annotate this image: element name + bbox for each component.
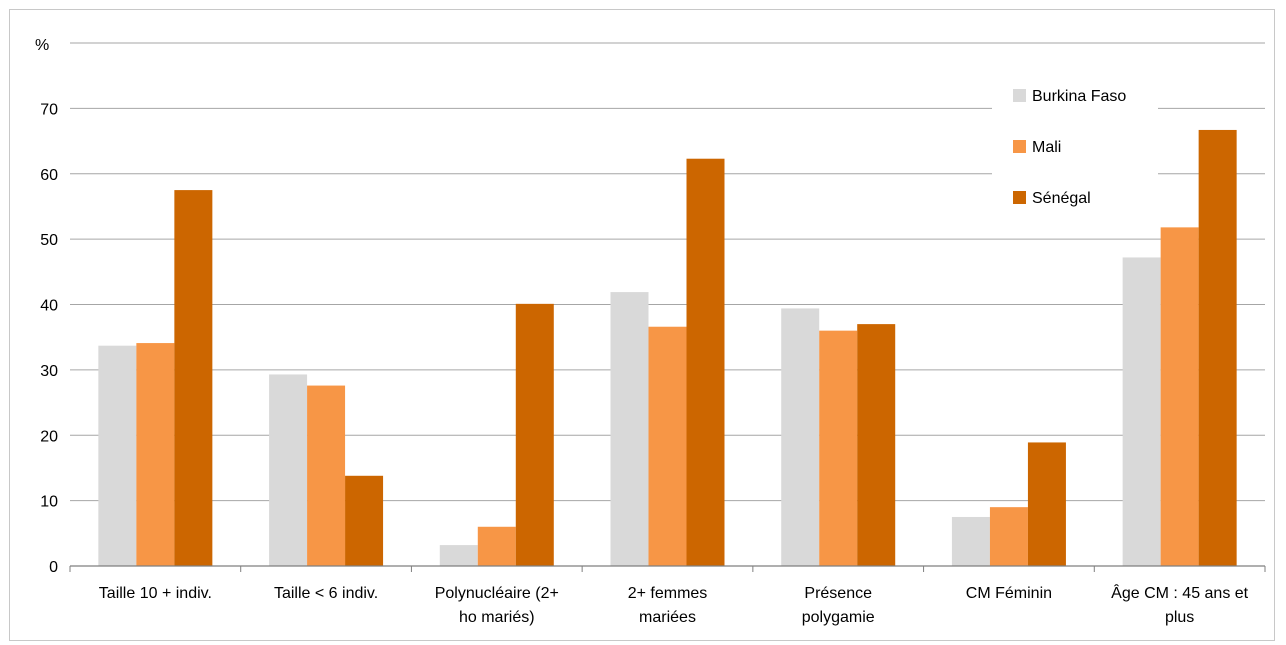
bar-burkina-faso-0 xyxy=(98,345,137,566)
bar-burkina-faso-1 xyxy=(269,374,308,566)
bar-burkina-faso-4 xyxy=(781,308,820,566)
legend: Burkina Faso Mali Sénégal xyxy=(992,78,1158,226)
bar-s-n-gal-1 xyxy=(345,475,384,566)
x-tick-label: Présence xyxy=(804,585,872,602)
axes: 0 10 20 30 40 50 60 70 Taille 10 + indiv. Taille … xyxy=(40,101,1266,626)
bar-s-n-gal-3 xyxy=(686,158,725,566)
legend-swatch xyxy=(1013,89,1026,102)
y-tick-label: 20 xyxy=(40,428,58,445)
bar-burkina-faso-2 xyxy=(439,545,478,566)
legend-label: Burkina Faso xyxy=(1032,88,1126,105)
legend-swatch xyxy=(1013,140,1026,153)
x-tick-label: Âge CM : 45 ans et xyxy=(1111,583,1249,602)
bar-mali-5 xyxy=(989,507,1028,566)
x-tick-label: Taille 10 + indiv. xyxy=(99,585,212,602)
x-tick-label: Polynucléaire (2+ xyxy=(435,585,559,602)
bar-s-n-gal-4 xyxy=(857,324,896,566)
x-tick-label: polygamie xyxy=(802,609,875,626)
y-tick-label: 40 xyxy=(40,298,58,315)
legend-label: Mali xyxy=(1032,139,1061,156)
bar-s-n-gal-5 xyxy=(1027,442,1066,566)
bar-mali-6 xyxy=(1160,227,1199,567)
bar-s-n-gal-6 xyxy=(1198,129,1237,567)
y-tick-label: 50 xyxy=(40,232,58,249)
bar-burkina-faso-3 xyxy=(610,292,649,566)
x-tick-label: ho mariés) xyxy=(459,609,535,626)
bar-mali-3 xyxy=(648,326,687,566)
bar-mali-0 xyxy=(136,343,175,566)
bar-s-n-gal-0 xyxy=(174,190,213,566)
bar-burkina-faso-6 xyxy=(1122,257,1161,566)
bar-mali-4 xyxy=(819,330,858,566)
bars xyxy=(98,129,1237,567)
y-axis-label: % xyxy=(35,37,49,54)
x-tick-label: plus xyxy=(1165,609,1194,626)
y-tick-label: 30 xyxy=(40,363,58,380)
bar-mali-2 xyxy=(477,526,516,566)
x-tick-label: mariées xyxy=(639,609,696,626)
y-tick-label: 60 xyxy=(40,167,58,184)
legend-swatch xyxy=(1013,191,1026,204)
x-tick-label: CM Féminin xyxy=(966,585,1052,602)
bar-s-n-gal-2 xyxy=(515,303,554,566)
bar-mali-1 xyxy=(307,385,346,566)
x-tick-label: 2+ femmes xyxy=(628,585,708,602)
legend-label: Sénégal xyxy=(1032,190,1091,207)
y-tick-label: 70 xyxy=(40,101,58,118)
bar-burkina-faso-5 xyxy=(951,516,990,566)
x-tick-label: Taille < 6 indiv. xyxy=(274,585,378,602)
y-tick-label: 10 xyxy=(40,494,58,511)
y-tick-label: 0 xyxy=(49,559,58,576)
